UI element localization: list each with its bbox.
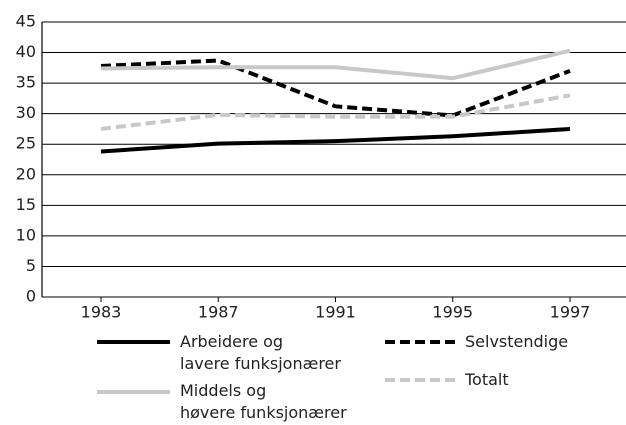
legend-label: Totalt — [465, 370, 509, 389]
series-line — [100, 93, 571, 131]
y-tick-label: 40 — [16, 42, 36, 61]
series-line — [100, 126, 571, 154]
y-tick-label: 15 — [16, 195, 36, 214]
y-tick-label: 20 — [16, 164, 36, 183]
legend-label: Arbeidere og lavere funksjonærer — [180, 332, 341, 373]
series-line — [100, 58, 571, 118]
x-tick-label: 1983 — [81, 303, 122, 322]
x-tick-label: 1987 — [198, 303, 239, 322]
x-tick-label: 1997 — [550, 303, 591, 322]
y-tick-label: 5 — [26, 256, 36, 275]
series-line — [100, 48, 571, 81]
legend-label: Selvstendige — [465, 332, 569, 351]
x-tick-label: 1995 — [432, 303, 473, 322]
y-tick-label: 45 — [16, 12, 36, 31]
y-tick-label: 30 — [16, 103, 36, 122]
y-tick-label: 25 — [16, 134, 36, 153]
y-tick-label: 0 — [26, 287, 36, 306]
y-tick-label: 35 — [16, 73, 36, 92]
x-tick-label: 1991 — [315, 303, 356, 322]
legend-label: Middels og høvere funksjonærer — [180, 381, 347, 422]
y-tick-label: 10 — [16, 225, 36, 244]
